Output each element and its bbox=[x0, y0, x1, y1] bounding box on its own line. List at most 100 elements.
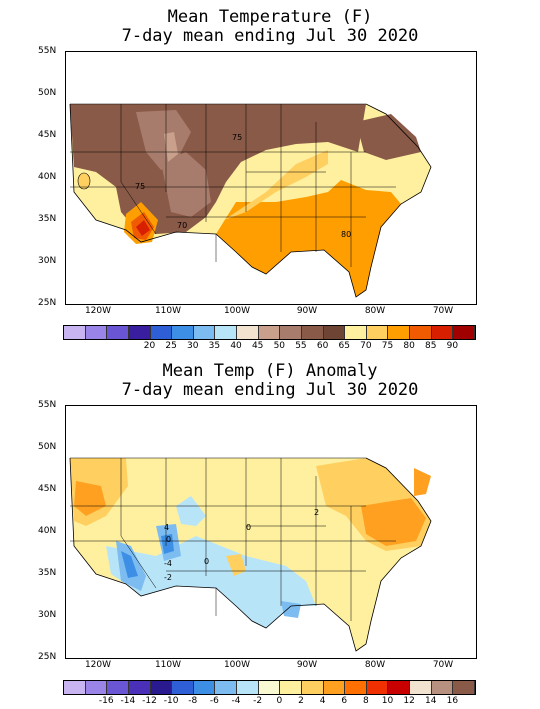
legend-swatch bbox=[323, 326, 346, 339]
map1-title-line1: Mean Temperature (F) bbox=[167, 7, 373, 27]
map2-anomaly-field: 2 0 -4 -2 0 0 4 bbox=[66, 406, 476, 658]
legend-label: -14 bbox=[120, 696, 136, 706]
lon-label: 90W bbox=[296, 660, 318, 670]
lon-label: 70W bbox=[432, 306, 454, 316]
legend-label: 25 bbox=[165, 341, 177, 351]
legend-swatch bbox=[150, 326, 173, 339]
legend-swatch bbox=[301, 681, 324, 694]
legend-label: 75 bbox=[381, 341, 394, 351]
legend-swatch bbox=[85, 326, 108, 339]
map2-panel: 2 0 -4 -2 0 0 4 bbox=[65, 405, 477, 659]
legend-label: 60 bbox=[316, 341, 329, 351]
legend-label: 10 bbox=[381, 696, 394, 706]
contour-label: 75 bbox=[232, 133, 242, 142]
map1-contour-labels: 75 75 70 80 bbox=[135, 133, 351, 239]
lon-label: 70W bbox=[432, 660, 454, 670]
legend-label: 2 bbox=[298, 696, 304, 706]
legend-label: 80 bbox=[403, 341, 415, 351]
contour-label: 2 bbox=[314, 508, 319, 517]
lat-label: 50N bbox=[38, 88, 57, 98]
map1-temperature-field: 75 75 70 80 bbox=[66, 52, 476, 304]
legend-swatch bbox=[345, 681, 367, 694]
legend-swatch bbox=[280, 681, 302, 694]
legend-swatch bbox=[431, 326, 454, 339]
legend-swatch bbox=[237, 681, 259, 694]
legend-label: 30 bbox=[187, 341, 199, 351]
lon-label: 120W bbox=[84, 660, 112, 670]
legend-label: 0 bbox=[276, 696, 283, 706]
legend-swatch bbox=[193, 681, 216, 694]
legend-swatch bbox=[237, 326, 259, 339]
legend-swatch bbox=[453, 681, 475, 694]
lat-label: 25N bbox=[38, 652, 57, 662]
legend-label: 35 bbox=[208, 341, 221, 351]
legend-swatch bbox=[172, 326, 194, 339]
legend-label: -2 bbox=[253, 696, 263, 706]
lon-label: 100W bbox=[223, 660, 251, 670]
legend-swatch bbox=[323, 681, 346, 694]
legend-swatch bbox=[85, 681, 108, 694]
legend-swatch bbox=[453, 326, 475, 339]
legend-swatch bbox=[215, 681, 237, 694]
contour-label: 75 bbox=[135, 182, 145, 191]
lon-label: 110W bbox=[154, 660, 182, 670]
legend-swatch bbox=[128, 681, 151, 694]
contour-label: 70 bbox=[177, 221, 187, 230]
legend-swatch bbox=[301, 326, 324, 339]
legend-swatch bbox=[366, 681, 389, 694]
legend-label: 8 bbox=[362, 696, 369, 706]
lon-label: 80W bbox=[364, 660, 386, 670]
legend-swatch bbox=[258, 681, 281, 694]
map2-title-line1: Mean Temp (F) Anomaly bbox=[162, 361, 378, 381]
map1-color-legend bbox=[63, 325, 476, 340]
map1-panel: 75 75 70 80 bbox=[65, 51, 477, 305]
lon-label: 120W bbox=[84, 306, 112, 316]
legend-label: -12 bbox=[142, 696, 157, 706]
lat-label: 55N bbox=[38, 46, 57, 56]
lat-label: 50N bbox=[38, 442, 57, 452]
legend-label: 4 bbox=[319, 696, 326, 706]
contour-label: 0 bbox=[246, 523, 251, 532]
legend-swatch bbox=[107, 326, 129, 339]
lon-label: 80W bbox=[364, 306, 386, 316]
map2-contour-labels: 2 0 -4 -2 0 0 4 bbox=[164, 508, 319, 582]
contour-label: 4 bbox=[164, 523, 169, 532]
legend-swatch bbox=[150, 681, 173, 694]
contour-label: 0 bbox=[166, 535, 171, 544]
legend-swatch bbox=[388, 326, 410, 339]
legend-swatch bbox=[193, 326, 216, 339]
legend-label: 55 bbox=[295, 341, 307, 351]
legend-swatch bbox=[107, 681, 129, 694]
map2-color-legend bbox=[63, 680, 476, 695]
legend-label: 12 bbox=[403, 696, 415, 706]
legend-swatch bbox=[172, 681, 194, 694]
legend-label: -8 bbox=[188, 696, 198, 706]
legend-swatch bbox=[280, 326, 302, 339]
legend-swatch bbox=[410, 681, 432, 694]
lat-label: 40N bbox=[38, 172, 57, 182]
legend-swatch bbox=[345, 326, 367, 339]
legend-label: 20 bbox=[143, 341, 156, 351]
legend-label: -6 bbox=[209, 696, 219, 706]
lat-label: 25N bbox=[38, 298, 57, 308]
contour-label: 80 bbox=[341, 230, 351, 239]
legend-label: 50 bbox=[273, 341, 286, 351]
legend-swatch bbox=[64, 681, 86, 694]
legend-label: 45 bbox=[251, 341, 264, 351]
legend-label: -4 bbox=[231, 696, 241, 706]
legend-label: 6 bbox=[341, 696, 348, 706]
legend-swatch bbox=[366, 326, 389, 339]
legend-swatch bbox=[215, 326, 237, 339]
lon-label: 90W bbox=[296, 306, 318, 316]
legend-label: 14 bbox=[425, 696, 437, 706]
legend-swatch bbox=[388, 681, 410, 694]
lat-label: 45N bbox=[38, 130, 57, 140]
legend-swatch bbox=[258, 326, 281, 339]
legend-label: 85 bbox=[425, 341, 437, 351]
lat-label: 40N bbox=[38, 526, 57, 536]
contour-label: -4 bbox=[164, 559, 172, 568]
map2-title-line2: 7-day mean ending Jul 30 2020 bbox=[121, 380, 419, 400]
lat-label: 45N bbox=[38, 484, 57, 494]
lat-label: 35N bbox=[38, 568, 57, 578]
map1-title-line2: 7-day mean ending Jul 30 2020 bbox=[121, 26, 419, 46]
